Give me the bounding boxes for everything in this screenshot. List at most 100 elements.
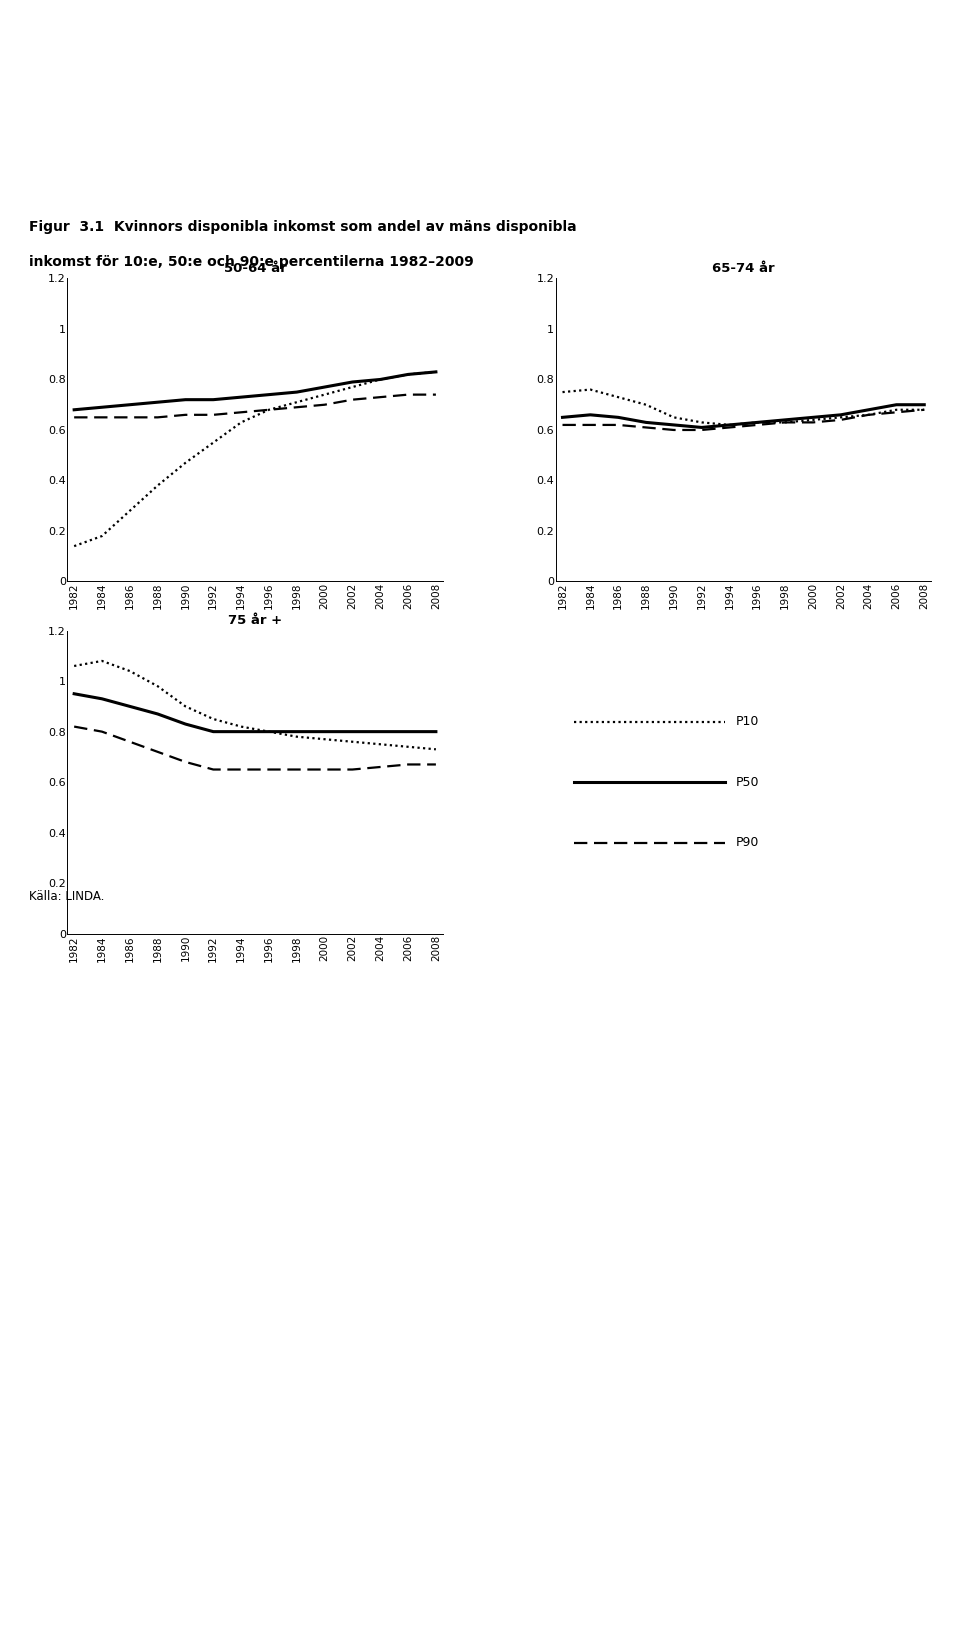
P10 <box>430 362 442 382</box>
P90 <box>152 742 163 762</box>
P90 <box>291 760 302 780</box>
P90 <box>430 755 442 775</box>
P10 <box>124 662 135 681</box>
Line: P10: P10 <box>74 372 436 545</box>
P90 <box>68 717 80 737</box>
P10 <box>152 475 163 495</box>
P10 <box>347 732 358 752</box>
P50 <box>585 405 596 424</box>
P90 <box>124 408 135 428</box>
P10 <box>919 400 930 419</box>
P10 <box>612 387 624 406</box>
P90 <box>557 414 568 434</box>
P10 <box>374 734 386 753</box>
P50 <box>891 395 902 414</box>
P10 <box>235 413 247 432</box>
P90 <box>124 732 135 752</box>
P10 <box>430 739 442 758</box>
Text: inkomst för 10:e, 50:e och 90:e percentilerna 1982–2009: inkomst för 10:e, 50:e och 90:e percenti… <box>29 256 473 269</box>
P10 <box>640 395 652 414</box>
P90 <box>347 390 358 410</box>
P50 <box>319 722 330 742</box>
P90 <box>291 398 302 418</box>
Line: P50: P50 <box>563 405 924 428</box>
P10 <box>319 385 330 405</box>
P90 <box>235 760 247 780</box>
P10 <box>780 413 791 432</box>
P50 <box>68 400 80 419</box>
P90 <box>612 414 624 434</box>
P10 <box>347 377 358 396</box>
Text: P90: P90 <box>736 837 759 848</box>
P10 <box>96 526 108 545</box>
P10 <box>668 408 680 428</box>
P50 <box>96 398 108 418</box>
P50 <box>724 414 735 434</box>
Line: P90: P90 <box>74 395 436 418</box>
P10 <box>96 650 108 672</box>
P10 <box>263 722 275 742</box>
P10 <box>585 380 596 400</box>
Text: Källa: LINDA.: Källa: LINDA. <box>29 889 105 903</box>
Line: P10: P10 <box>563 390 924 424</box>
Line: P90: P90 <box>74 727 436 770</box>
P90 <box>263 400 275 419</box>
P50 <box>402 365 414 385</box>
P10 <box>752 413 763 432</box>
P50 <box>863 400 875 419</box>
Line: P50: P50 <box>74 695 436 732</box>
P90 <box>152 408 163 428</box>
P50 <box>430 722 442 742</box>
P50 <box>235 387 247 406</box>
P50 <box>696 418 708 437</box>
P90 <box>640 418 652 437</box>
P90 <box>374 387 386 406</box>
P10 <box>696 413 708 432</box>
P90 <box>807 413 819 432</box>
P50 <box>124 395 135 414</box>
P10 <box>891 400 902 419</box>
P10 <box>724 414 735 434</box>
P90 <box>863 405 875 424</box>
P90 <box>696 419 708 439</box>
P90 <box>430 385 442 405</box>
P90 <box>780 413 791 432</box>
P10 <box>68 536 80 555</box>
P90 <box>263 760 275 780</box>
P10 <box>291 393 302 413</box>
P50 <box>152 393 163 413</box>
P50 <box>68 685 80 704</box>
P50 <box>430 362 442 382</box>
Title: 65-74 år: 65-74 år <box>712 262 775 275</box>
P90 <box>319 395 330 414</box>
P10 <box>319 729 330 749</box>
P10 <box>402 737 414 757</box>
P50 <box>347 722 358 742</box>
Line: P50: P50 <box>74 372 436 410</box>
P90 <box>374 757 386 776</box>
P50 <box>640 413 652 432</box>
P50 <box>402 722 414 742</box>
P50 <box>291 722 302 742</box>
P10 <box>235 717 247 737</box>
P90 <box>96 408 108 428</box>
P10 <box>402 365 414 385</box>
P90 <box>752 414 763 434</box>
P10 <box>207 709 219 729</box>
P90 <box>180 752 191 771</box>
P10 <box>180 696 191 716</box>
P50 <box>96 690 108 709</box>
P50 <box>180 390 191 410</box>
P50 <box>180 714 191 734</box>
P90 <box>96 722 108 742</box>
P90 <box>207 405 219 424</box>
P10 <box>557 382 568 401</box>
P10 <box>807 410 819 429</box>
P10 <box>180 454 191 473</box>
P50 <box>207 390 219 410</box>
P50 <box>291 382 302 401</box>
P50 <box>124 696 135 716</box>
P50 <box>835 405 847 424</box>
P50 <box>557 408 568 428</box>
P10 <box>124 501 135 521</box>
